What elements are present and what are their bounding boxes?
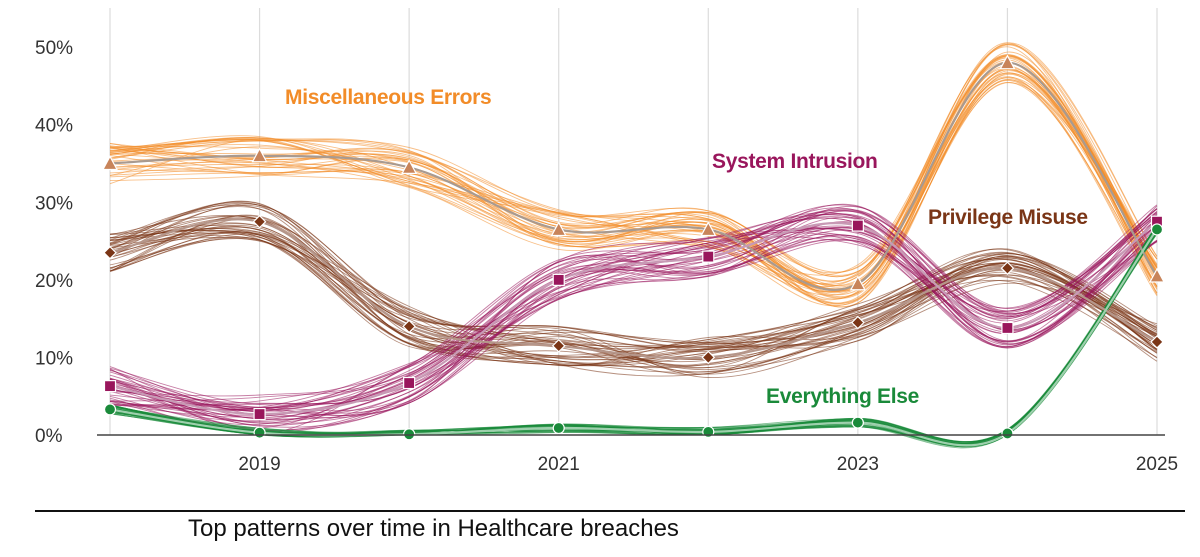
series-label: Everything Else (766, 385, 919, 408)
bundle-line (109, 207, 1158, 419)
data-point (851, 416, 864, 429)
center-line (109, 218, 1158, 360)
data-point (103, 380, 117, 393)
y-tick-labels: 0% 10% 20% 30% 40% 50% (35, 38, 73, 447)
bundle-line (109, 211, 1158, 409)
data-point (1150, 223, 1164, 236)
bundle-line (109, 224, 1158, 373)
series-label: System Intrusion (712, 150, 878, 173)
data-point (403, 428, 416, 441)
bundle-line (109, 208, 1158, 419)
series-markers (101, 54, 1166, 441)
data-point (700, 221, 717, 237)
bundle-line (109, 204, 1158, 428)
bundle-line (109, 204, 1158, 364)
y-tick-label: 30% (35, 193, 73, 214)
bundle-line (109, 72, 1158, 306)
data-point (851, 315, 865, 330)
data-point (401, 159, 418, 174)
bundle-line (109, 235, 1158, 354)
data-point (1150, 335, 1164, 349)
data-point (701, 350, 716, 365)
data-point (101, 155, 119, 171)
x-tick-label: 2019 (238, 454, 280, 475)
data-point (1000, 261, 1015, 276)
series-label: Privilege Misuse (928, 206, 1088, 229)
data-point (552, 421, 565, 435)
data-point (103, 245, 117, 260)
x-tick-label: 2023 (837, 454, 879, 475)
data-point (253, 407, 266, 421)
bundle-line (109, 78, 1158, 307)
bundle-line (109, 43, 1158, 282)
y-tick-label: 40% (35, 116, 73, 137)
data-point (403, 376, 416, 390)
bundle-line (109, 82, 1158, 292)
bundle-line (109, 223, 1158, 411)
bundle-line (109, 208, 1158, 422)
data-point (999, 54, 1016, 70)
y-tick-label: 50% (35, 38, 73, 59)
y-tick-label: 0% (35, 426, 63, 447)
bundle-line (109, 228, 1158, 411)
data-point (849, 275, 866, 291)
x-tick-label: 2021 (538, 454, 580, 475)
center-line (109, 220, 1158, 416)
data-point (251, 147, 268, 163)
x-tick-label: 2025 (1136, 454, 1178, 475)
bundle-line (109, 70, 1158, 308)
data-point (253, 426, 266, 439)
bundle-line (109, 206, 1158, 351)
data-point (702, 250, 715, 263)
bundle-line (109, 73, 1158, 305)
x-tick-labels: 2019 2021 2023 2025 (238, 454, 1178, 475)
data-point (552, 273, 565, 286)
data-point (103, 403, 117, 416)
data-point (402, 319, 416, 334)
y-tick-label: 10% (35, 348, 73, 369)
data-point (1001, 321, 1014, 335)
bundle-line (109, 228, 1158, 412)
bundle-line (109, 215, 1158, 366)
data-point (252, 214, 267, 229)
bundle-privilege-misuse (109, 200, 1158, 378)
y-tick-label: 20% (35, 271, 73, 292)
bundle-line (109, 232, 1158, 367)
bundle-line (109, 231, 1158, 407)
bundle-line (109, 76, 1158, 287)
bundle-line (109, 212, 1158, 402)
data-point (851, 219, 864, 232)
data-point (550, 221, 567, 237)
data-point (1148, 267, 1166, 283)
data-point (551, 338, 566, 353)
caption-rule (35, 510, 1185, 512)
bundle-line (109, 225, 1158, 377)
series-labels: Miscellaneous Errors Privilege Misuse Syst… (285, 86, 1088, 408)
bundle-line (109, 55, 1158, 282)
chart-title: Top patterns over time in Healthcare bre… (188, 515, 679, 542)
data-point (1001, 427, 1014, 440)
series-bundles (109, 42, 1158, 449)
series-label: Miscellaneous Errors (285, 86, 491, 109)
